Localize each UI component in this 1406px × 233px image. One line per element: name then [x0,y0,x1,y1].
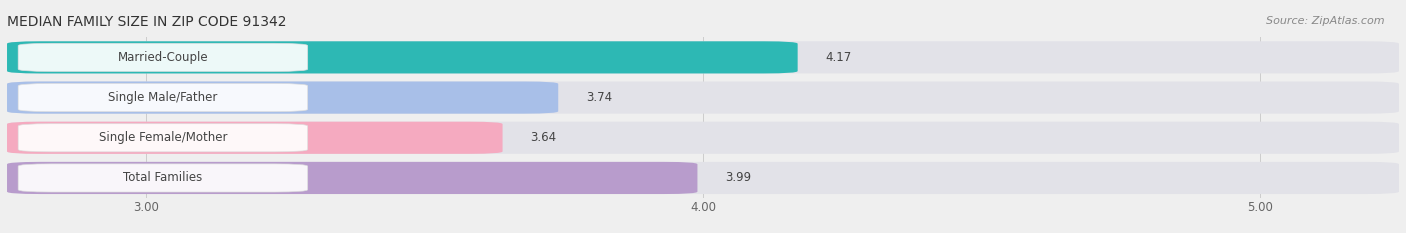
Text: Total Families: Total Families [124,171,202,185]
FancyBboxPatch shape [7,41,797,73]
Text: 3.74: 3.74 [586,91,612,104]
Text: Single Female/Mother: Single Female/Mother [98,131,228,144]
FancyBboxPatch shape [18,164,308,192]
Text: Married-Couple: Married-Couple [118,51,208,64]
Text: Source: ZipAtlas.com: Source: ZipAtlas.com [1267,16,1385,26]
FancyBboxPatch shape [7,162,697,194]
FancyBboxPatch shape [7,122,502,154]
FancyBboxPatch shape [18,124,308,152]
Text: 3.99: 3.99 [725,171,751,185]
Text: MEDIAN FAMILY SIZE IN ZIP CODE 91342: MEDIAN FAMILY SIZE IN ZIP CODE 91342 [7,15,287,29]
FancyBboxPatch shape [7,82,1399,114]
FancyBboxPatch shape [7,82,558,114]
Text: 3.64: 3.64 [530,131,557,144]
FancyBboxPatch shape [18,83,308,112]
FancyBboxPatch shape [7,41,1399,73]
FancyBboxPatch shape [7,122,1399,154]
FancyBboxPatch shape [18,43,308,72]
Text: Single Male/Father: Single Male/Father [108,91,218,104]
FancyBboxPatch shape [7,162,1399,194]
Text: 4.17: 4.17 [825,51,852,64]
